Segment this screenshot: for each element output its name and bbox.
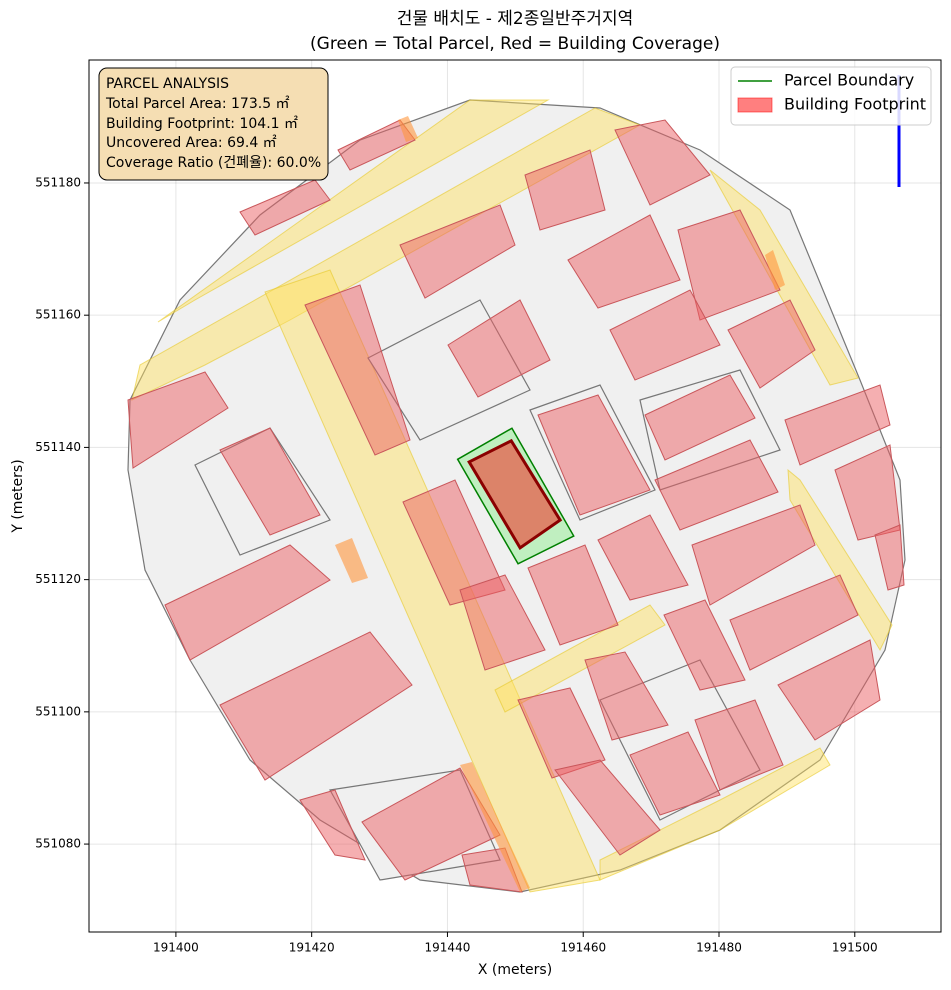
- info-title: PARCEL ANALYSIS: [106, 76, 229, 92]
- y-tick-label: 551180: [35, 175, 81, 189]
- building: [527, 544, 619, 646]
- y-tick-label: 551160: [35, 308, 81, 322]
- building: [874, 524, 905, 591]
- legend: Parcel Boundary Building Footprint: [730, 66, 932, 126]
- chart-title: 건물 배치도 - 제2종일반주거지역: [397, 9, 633, 29]
- building: [127, 371, 229, 469]
- building: [459, 574, 546, 671]
- building: [727, 299, 816, 389]
- x-tick-label: 191420: [289, 941, 335, 955]
- building: [219, 631, 413, 781]
- building: [694, 699, 784, 791]
- legend-label: Parcel Boundary: [784, 71, 914, 90]
- building: [729, 574, 859, 671]
- building: [219, 427, 321, 536]
- building: [584, 651, 669, 741]
- info-line: Coverage Ratio (건폐율): 60.0%: [106, 155, 321, 171]
- info-line: Total Parcel Area: 173.5 ㎡: [105, 96, 290, 112]
- plot-area: [89, 60, 941, 932]
- building: [524, 149, 606, 231]
- chart-subtitle: (Green = Total Parcel, Red = Building Co…: [310, 34, 720, 54]
- road: [787, 468, 893, 652]
- building: [399, 204, 516, 299]
- x-tick-label: 191460: [560, 941, 606, 955]
- polygon: [467, 438, 563, 551]
- building: [784, 384, 891, 466]
- building: [299, 789, 366, 861]
- building: [629, 731, 721, 816]
- overlap: [335, 538, 368, 583]
- legend-label: Building Footprint: [784, 95, 926, 114]
- info-line: Uncovered Area: 69.4 ㎡: [106, 135, 277, 151]
- building: [517, 687, 606, 779]
- building: [609, 289, 721, 381]
- x-axis-label: X (meters): [478, 962, 552, 978]
- y-tick-label: 551100: [35, 704, 81, 718]
- building: [597, 514, 689, 601]
- building: [304, 284, 411, 456]
- y-tick-label: 551080: [35, 837, 81, 851]
- y-tick-label: 551140: [35, 440, 81, 454]
- x-tick-label: 191400: [153, 941, 199, 955]
- building: [644, 374, 756, 461]
- x-tick-label: 191480: [696, 941, 742, 955]
- overlap: [765, 250, 785, 290]
- info-box: PARCEL ANALYSIS Total Parcel Area: 173.5…: [98, 67, 329, 181]
- info-line: Building Footprint: 104.1 ㎡: [106, 116, 298, 132]
- building: [239, 179, 331, 236]
- building: [777, 639, 881, 741]
- x-tick-label: 191440: [425, 941, 471, 955]
- road: [494, 604, 666, 713]
- road: [157, 99, 550, 323]
- plot-frame: [88, 59, 942, 933]
- legend-frame: [730, 66, 932, 126]
- building: [614, 119, 711, 206]
- building: [337, 119, 416, 171]
- building: [164, 544, 331, 661]
- building: [554, 759, 661, 856]
- y-tick-label: 551120: [35, 572, 81, 586]
- building: [654, 439, 779, 531]
- building: [447, 299, 551, 398]
- legend-swatch: [737, 97, 773, 113]
- building: [691, 504, 816, 606]
- building: [567, 214, 681, 309]
- road: [599, 747, 831, 881]
- overlap: [398, 116, 418, 142]
- building: [537, 394, 651, 516]
- info-box-frame: [98, 67, 329, 181]
- overlap: [460, 762, 530, 892]
- map-context: [127, 75, 906, 893]
- building: [663, 599, 746, 691]
- x-tick-label: 191500: [832, 941, 878, 955]
- y-axis-label: Y (meters): [10, 459, 26, 533]
- building: [677, 209, 781, 321]
